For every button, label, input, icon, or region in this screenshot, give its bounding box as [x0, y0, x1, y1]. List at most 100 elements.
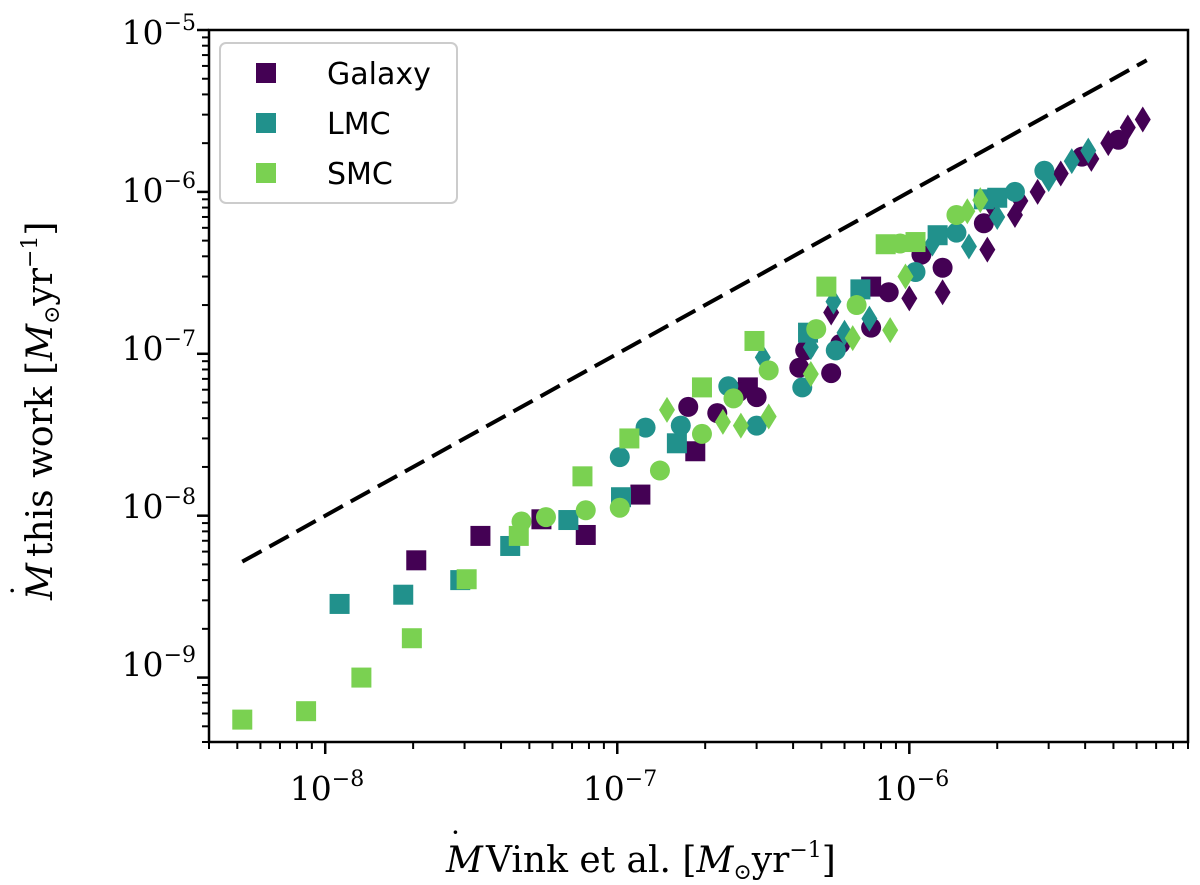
smc-square-point [691, 377, 712, 398]
y-tick-label: 10−9 [122, 643, 196, 684]
galaxy-diamond-point [901, 285, 918, 312]
galaxy-circle-point [746, 387, 767, 408]
smc-circle-point [535, 507, 556, 528]
lmc-circle-point [946, 222, 967, 243]
galaxy-circle-point [878, 282, 899, 303]
lmc-diamond-point [924, 230, 941, 257]
galaxy-diamond-point [1100, 130, 1117, 157]
galaxy-circle-point [821, 363, 842, 384]
lmc-square-point [666, 433, 687, 454]
smc-diamond-point [882, 317, 899, 344]
svg-text:M: M [445, 840, 484, 881]
galaxy-square-point [575, 524, 596, 545]
smc-square-point [619, 428, 640, 449]
smc-diamond-point [844, 325, 861, 352]
x-axis-label-text: Vink et al. [M⊙yr−1] [485, 838, 836, 885]
smc-diamond-point [732, 412, 749, 439]
x-tick-label: 10−7 [583, 767, 657, 808]
y-axis-label: M · this work [M⊙yr−1] [0, 222, 65, 601]
smc-square-point [456, 569, 477, 590]
galaxy-diamond-point [1134, 106, 1151, 133]
x-tick-label: 10−6 [875, 767, 949, 808]
lmc-diamond-point [802, 334, 819, 361]
smc-circle-point [649, 460, 670, 481]
lmc-square-point [850, 279, 871, 300]
galaxy-circle-point [973, 213, 994, 234]
smc-circle-point [575, 500, 596, 521]
y-tick-label: 10−7 [122, 327, 196, 368]
axis-ticks [197, 28, 1189, 754]
smc-diamond-point [802, 361, 819, 388]
lmc-diamond-point [1063, 148, 1080, 175]
plot-frame [207, 28, 1190, 744]
svg-text:·: · [0, 586, 29, 595]
smc-circle-point [609, 497, 630, 518]
smc-square-point [744, 330, 765, 351]
smc-circle-point [890, 233, 911, 254]
galaxy-diamond-point [1119, 114, 1136, 141]
lmc-circle-point [635, 417, 656, 438]
smc-square-point [296, 701, 317, 722]
smc-circle-point [758, 360, 779, 381]
galaxy-diamond-point [1052, 160, 1069, 187]
smc-square-point [351, 667, 372, 688]
galaxy-circle-point [932, 257, 953, 278]
reference-line [241, 58, 1148, 564]
galaxy-diamond-point [1029, 178, 1046, 205]
legend-label-lmc: LMC [327, 107, 391, 142]
smc-circle-point [723, 388, 744, 409]
lmc-square-point [329, 593, 350, 614]
legend-marker-smc [256, 163, 276, 183]
smc-square-point [401, 628, 422, 649]
y-axis-label-text: this work [M⊙yr−1] [18, 222, 65, 557]
smc-square-point [232, 709, 253, 730]
legend-marker-lmc [256, 113, 276, 133]
lmc-diamond-point [960, 233, 977, 260]
legend-marker-galaxy [256, 63, 276, 83]
x-tick-label: 10−8 [290, 767, 364, 808]
lmc-circle-point [670, 415, 691, 436]
galaxy-diamond-point [934, 279, 951, 306]
data-points [232, 106, 1151, 730]
legend-label-galaxy: Galaxy [327, 57, 431, 92]
smc-diamond-point [714, 408, 731, 435]
lmc-circle-point [825, 340, 846, 361]
lmc-circle-point [609, 447, 630, 468]
smc-diamond-point [959, 198, 976, 225]
lmc-square-point [558, 510, 579, 531]
legend-box [219, 42, 458, 204]
y-tick-label: 10−6 [122, 169, 196, 210]
svg-text:M: M [20, 562, 61, 601]
smc-square-point [816, 276, 837, 297]
smc-circle-point [691, 423, 712, 444]
x-axis-label: M · Vink et al. [M⊙yr−1] [445, 816, 836, 885]
smc-diamond-point [658, 396, 675, 423]
y-tick-label: 10−5 [122, 11, 196, 52]
lmc-diamond-point [989, 203, 1006, 230]
smc-diamond-point [760, 403, 777, 430]
galaxy-circle-point [678, 396, 699, 417]
lmc-circle-point [792, 377, 813, 398]
galaxy-square-point [470, 525, 491, 546]
series-smc [232, 187, 989, 730]
smc-circle-point [846, 295, 867, 316]
smc-circle-point [511, 511, 532, 532]
lmc-diamond-point [1040, 166, 1057, 193]
legend: Galaxy LMC SMC [219, 42, 458, 204]
lmc-diamond-point [861, 305, 878, 332]
smc-square-point [572, 466, 593, 487]
smc-circle-point [806, 319, 827, 340]
galaxy-square-point [685, 441, 706, 462]
lmc-square-point [393, 584, 414, 605]
smc-diamond-point [972, 187, 989, 214]
lmc-circle-point [1004, 181, 1025, 202]
galaxy-square-point [630, 484, 651, 505]
lmc-diamond-point [1080, 137, 1097, 164]
smc-square-point [905, 232, 926, 253]
svg-text:·: · [451, 816, 460, 849]
y-tick-label: 10−8 [122, 485, 196, 526]
lmc-square-point [987, 187, 1008, 208]
lmc-circle-point [746, 415, 767, 436]
galaxy-diamond-point [979, 236, 996, 263]
